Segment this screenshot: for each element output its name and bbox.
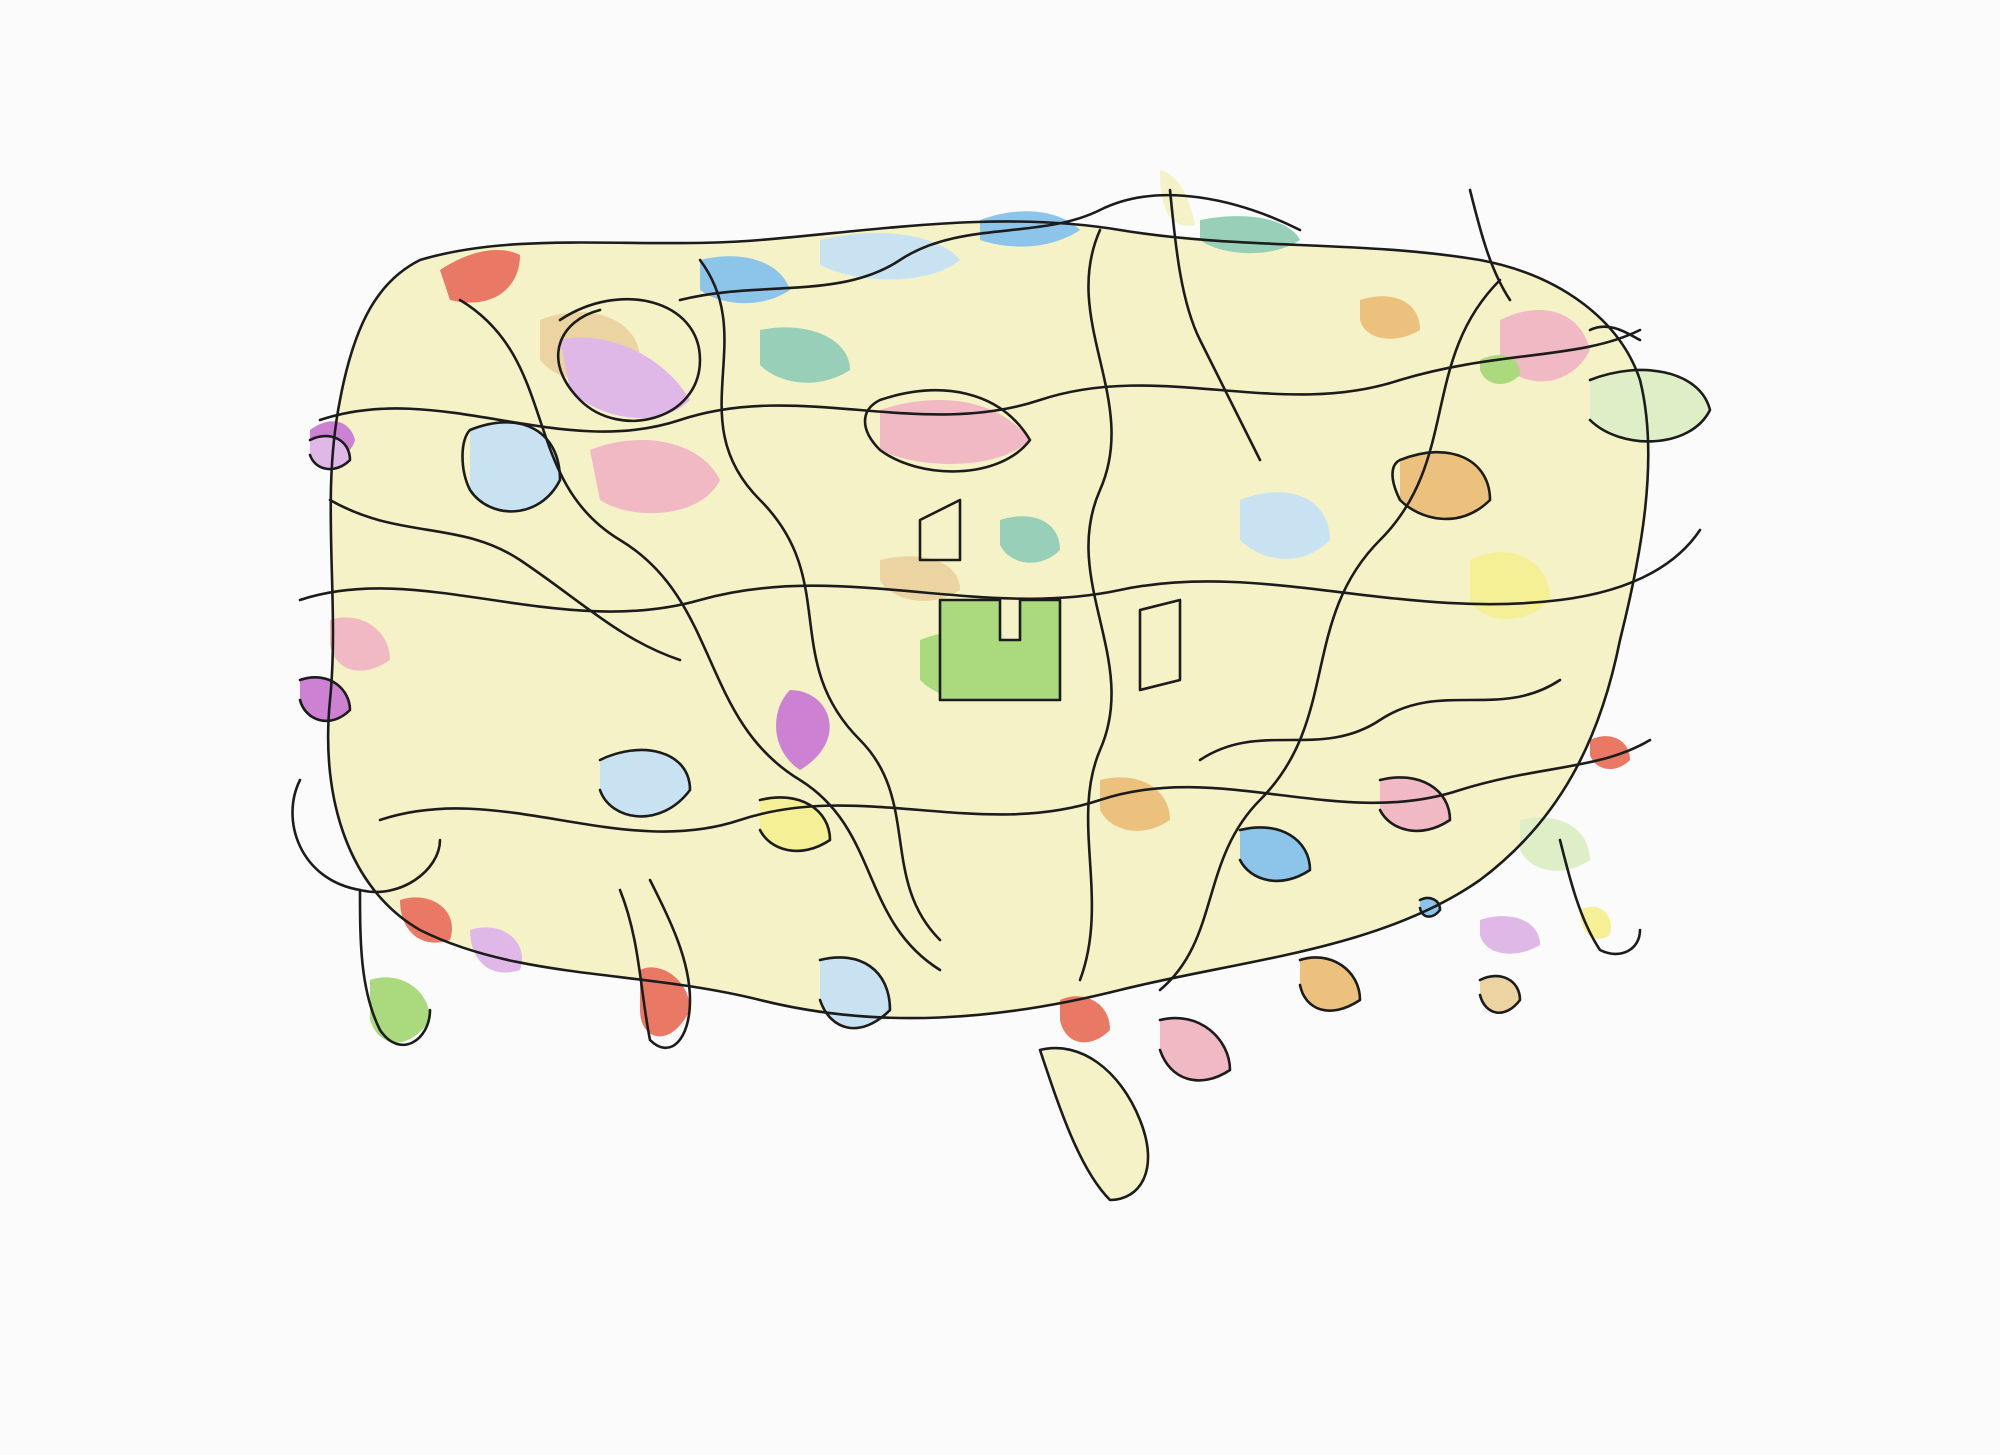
fill-region <box>560 337 690 419</box>
ink-line <box>557 297 702 423</box>
fill-region <box>940 600 1060 700</box>
fill-region <box>1520 817 1590 871</box>
fill-region <box>820 957 890 1029</box>
ink-line <box>1238 826 1312 883</box>
ink-line <box>1558 838 1642 956</box>
fill-region <box>370 977 430 1043</box>
ink-line <box>1158 1016 1232 1082</box>
ink-line <box>938 598 1062 702</box>
ink-line <box>618 878 692 1050</box>
ink-line <box>758 796 832 853</box>
ink-line <box>1168 188 1262 462</box>
ink-line <box>378 738 1652 833</box>
ink-line <box>1298 956 1362 1012</box>
fill-region <box>400 897 452 943</box>
fill-region <box>330 617 390 671</box>
fill-region <box>1400 452 1490 519</box>
ink-line <box>1038 1046 1150 1202</box>
fill-region <box>1300 957 1360 1011</box>
fill-region <box>1240 827 1310 881</box>
ink-line <box>458 298 942 972</box>
fill-region <box>1380 777 1450 831</box>
fill-region <box>1160 170 1195 226</box>
ink-line <box>598 748 692 818</box>
ink-line <box>298 528 1702 613</box>
ink-line <box>863 389 1032 473</box>
fill-region <box>1590 370 1710 442</box>
fill-region <box>1100 777 1170 831</box>
ink-line <box>326 220 1650 1020</box>
fill-region <box>760 327 850 383</box>
fill-region <box>1240 492 1330 559</box>
ink-line <box>698 258 942 942</box>
fill-region <box>1000 516 1060 563</box>
fill-region <box>880 400 1030 464</box>
ink-line <box>1418 896 1442 918</box>
ink-line <box>818 956 892 1030</box>
ink-line <box>1478 974 1522 1015</box>
ink-line <box>1588 368 1712 443</box>
ink-line <box>1078 228 1113 982</box>
fill-region <box>440 250 520 303</box>
ink-line <box>461 421 562 513</box>
fill-region <box>300 677 350 721</box>
ink-line <box>1468 188 1512 302</box>
ink-line <box>298 676 352 723</box>
ink-line <box>1198 678 1562 762</box>
ink-line <box>318 328 1642 433</box>
ink-line <box>1158 278 1502 992</box>
fill-region <box>1480 355 1520 385</box>
color-fills <box>300 170 1710 1200</box>
fill-region <box>776 690 830 770</box>
ink-line <box>1588 325 1642 342</box>
ink-line <box>1378 776 1452 833</box>
fill-region <box>1480 976 1520 1013</box>
ink-line <box>1138 598 1182 692</box>
fill-region <box>590 440 720 514</box>
ink-line <box>1391 450 1492 521</box>
ink-line <box>358 888 432 1047</box>
ink-lines <box>291 188 1712 1202</box>
ink-line <box>918 498 962 562</box>
ink-line <box>328 498 682 662</box>
fill-region <box>470 422 560 512</box>
fill-region <box>820 232 960 280</box>
fill-region <box>1360 296 1420 339</box>
ink-line <box>308 434 352 471</box>
fill-region <box>1480 916 1540 954</box>
fill-region <box>600 750 690 817</box>
fill-region <box>1060 996 1110 1043</box>
fill-region <box>310 436 350 470</box>
fill-region <box>1500 310 1590 382</box>
ink-line <box>678 193 1302 302</box>
